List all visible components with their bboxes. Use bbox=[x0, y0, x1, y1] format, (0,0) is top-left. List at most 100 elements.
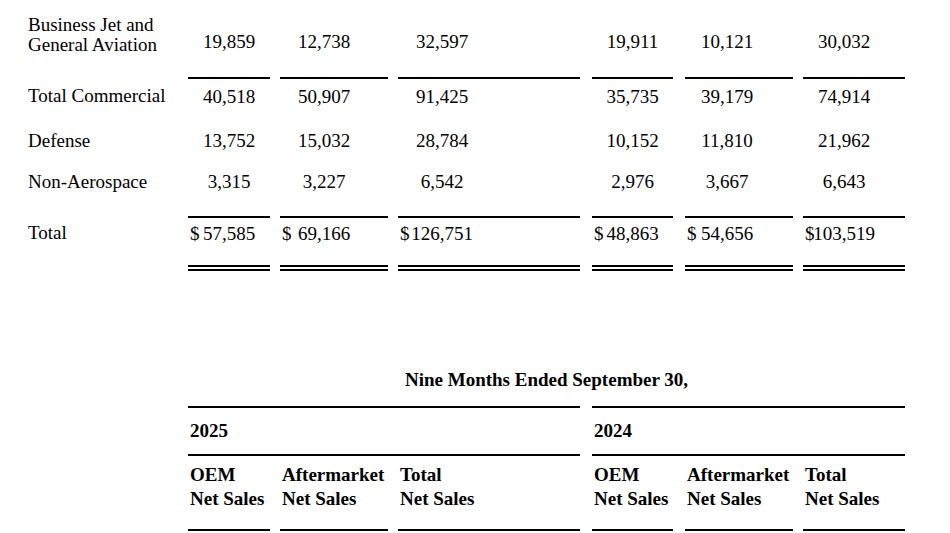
value-text: 30,032 bbox=[818, 31, 870, 52]
gap-cell bbox=[270, 78, 280, 123]
cell-value: 50,907 bbox=[280, 78, 388, 123]
cell-value: 35,735 bbox=[592, 78, 673, 123]
value-text: 69,166 bbox=[298, 223, 350, 244]
column-header-line2: Net Sales bbox=[400, 488, 474, 509]
year-2025-header: 2025 bbox=[188, 407, 580, 455]
gap-cell bbox=[793, 217, 803, 268]
column-header-line1: Total bbox=[400, 464, 442, 485]
gap-cell bbox=[673, 123, 685, 168]
value-text: 35,735 bbox=[606, 86, 658, 107]
column-header-line1: Aftermarket bbox=[687, 464, 789, 485]
row-label-line1: Non-Aerospace bbox=[28, 171, 147, 192]
table-title: Nine Months Ended September 30, bbox=[188, 356, 905, 407]
row-label-total-commercial: Total Commercial bbox=[28, 78, 188, 123]
value-text: 2,976 bbox=[611, 171, 654, 192]
row-label-non-aerospace: Non-Aerospace bbox=[28, 168, 188, 217]
segment-net-sales-table: Business Jet andGeneral Aviation 19,859 … bbox=[28, 10, 905, 271]
table-row-total: Total $57,585 $69,166 $126,751 $48,863 $… bbox=[28, 217, 905, 268]
row-label-line1: Total Commercial bbox=[28, 85, 165, 106]
value-text: 10,121 bbox=[701, 31, 753, 52]
gap-cell bbox=[673, 78, 685, 123]
dollar-sign: $ bbox=[805, 224, 815, 244]
cell-value-currency: $54,656 bbox=[685, 217, 793, 268]
gap-cell bbox=[270, 123, 280, 168]
column-header-line1: OEM bbox=[190, 464, 235, 485]
cell-value: 13,752 bbox=[188, 123, 270, 168]
dollar-sign: $ bbox=[190, 224, 200, 244]
column-header-line1: OEM bbox=[594, 464, 639, 485]
value-text: 3,227 bbox=[303, 171, 346, 192]
row-label-total: Total bbox=[28, 217, 188, 268]
value-text: 3,315 bbox=[208, 171, 251, 192]
value-text: 19,911 bbox=[607, 31, 659, 52]
cell-value-currency: $57,585 bbox=[188, 217, 270, 268]
gap-cell bbox=[793, 168, 803, 217]
cell-value-currency: $103,519 bbox=[803, 217, 905, 268]
gap-cell bbox=[673, 455, 685, 530]
gap-cell bbox=[270, 455, 280, 530]
column-header-total-net-sales-2025: Total Net Sales bbox=[398, 455, 580, 530]
cell-value: 10,152 bbox=[592, 123, 673, 168]
row-label-line2: General Aviation bbox=[28, 34, 157, 55]
cell-value: 3,227 bbox=[280, 168, 388, 217]
gap-cell bbox=[580, 455, 592, 530]
value-text: 19,859 bbox=[203, 31, 255, 52]
value-text: 57,585 bbox=[203, 223, 255, 244]
gap-cell bbox=[580, 10, 592, 78]
value-text: 13,752 bbox=[203, 130, 255, 151]
gap-cell bbox=[388, 123, 398, 168]
column-header-oem-net-sales-2025: OEM Net Sales bbox=[188, 455, 270, 530]
gap-cell bbox=[580, 168, 592, 217]
row-label-line1: Total bbox=[28, 222, 67, 243]
dollar-sign: $ bbox=[687, 224, 697, 244]
row-label-business-jet: Business Jet andGeneral Aviation bbox=[28, 10, 188, 78]
cell-value: 40,518 bbox=[188, 78, 270, 123]
gap-cell bbox=[673, 217, 685, 268]
value-text: 48,863 bbox=[606, 223, 658, 244]
dollar-sign: $ bbox=[282, 224, 292, 244]
value-text: 74,914 bbox=[818, 86, 870, 107]
value-text: 10,152 bbox=[606, 130, 658, 151]
cell-value-currency: $126,751 bbox=[398, 217, 580, 268]
cell-value-currency: $48,863 bbox=[592, 217, 673, 268]
cell-value: 30,032 bbox=[803, 10, 905, 78]
column-header-line1: Aftermarket bbox=[282, 464, 384, 485]
table-row-defense: Defense 13,752 15,032 28,784 10,152 11,8… bbox=[28, 123, 905, 168]
gap-cell bbox=[270, 217, 280, 268]
value-text: 91,425 bbox=[416, 86, 468, 107]
column-header-oem-net-sales-2024: OEMNet Sales bbox=[592, 455, 673, 530]
column-header-row: OEM Net Sales Aftermarket Net Sales Total N… bbox=[28, 455, 905, 530]
cell-value: 3,667 bbox=[685, 168, 793, 217]
gap-cell bbox=[388, 168, 398, 217]
column-header-line2: Net Sales bbox=[282, 488, 356, 509]
gap-cell bbox=[580, 217, 592, 268]
cell-value: 74,914 bbox=[803, 78, 905, 123]
dollar-sign: $ bbox=[594, 224, 604, 244]
value-text: 6,542 bbox=[421, 171, 464, 192]
column-header-line2: Net Sales bbox=[687, 488, 761, 509]
gap-cell bbox=[793, 10, 803, 78]
cell-value: 3,315 bbox=[188, 168, 270, 217]
cell-value: 15,032 bbox=[280, 123, 388, 168]
gap-cell bbox=[793, 123, 803, 168]
column-header-line2: Net Sales bbox=[190, 488, 264, 509]
value-text: 11,810 bbox=[701, 130, 753, 151]
value-text: 12,738 bbox=[298, 31, 350, 52]
cell-value: 91,425 bbox=[398, 78, 580, 123]
value-text: 15,032 bbox=[298, 130, 350, 151]
column-header-line2: Net Sales bbox=[805, 488, 879, 509]
value-text: 103,519 bbox=[813, 223, 875, 244]
gap-cell bbox=[793, 455, 803, 530]
row-label-line1: Business Jet and bbox=[28, 14, 154, 35]
cell-value: 19,911 bbox=[592, 10, 673, 78]
year-2024-header: 2024 bbox=[592, 407, 905, 455]
gap-cell bbox=[793, 78, 803, 123]
spacer-cell bbox=[28, 407, 188, 455]
cell-value: 32,597 bbox=[398, 10, 580, 78]
spacer-cell bbox=[28, 455, 188, 530]
nine-months-table-header: Nine Months Ended September 30, 2025 202… bbox=[28, 356, 905, 531]
cell-value: 2,976 bbox=[592, 168, 673, 217]
cell-value: 21,962 bbox=[803, 123, 905, 168]
cell-value: 39,179 bbox=[685, 78, 793, 123]
column-header-aftermarket-net-sales-2025: Aftermarket Net Sales bbox=[280, 455, 388, 530]
